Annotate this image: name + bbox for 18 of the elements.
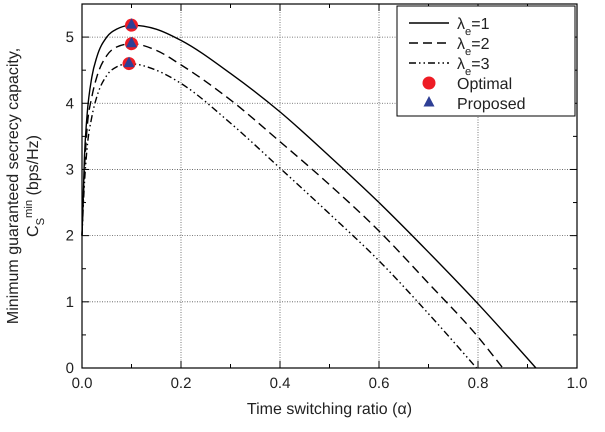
y-tick-label: 0: [66, 360, 74, 377]
legend-label: λ$_{e}$=3: [457, 56, 490, 78]
x-tick-label: 0.2: [170, 375, 192, 392]
legend-label: Optimal: [457, 76, 512, 93]
y-tick-label: 4: [66, 95, 74, 112]
x-tick-label: 0.8: [468, 375, 488, 392]
y-tick-label: 1: [66, 294, 74, 311]
legend-label: λ$_{e}$=2: [457, 36, 490, 58]
x-tick-label: 0.0: [72, 375, 92, 392]
legend-label: λ$_{e}$=1: [457, 16, 490, 38]
x-tick-label: 0.6: [368, 375, 390, 392]
y-tick-label: 2: [66, 228, 74, 245]
x-axis-title: Time switching ratio (α): [246, 401, 412, 418]
legend-label: Proposed: [457, 96, 526, 113]
x-tick-label: 1.0: [566, 375, 588, 392]
y-tick-label: 5: [66, 29, 74, 46]
y-tick-label: 3: [66, 161, 74, 178]
x-tick-label: 0.4: [270, 375, 290, 392]
